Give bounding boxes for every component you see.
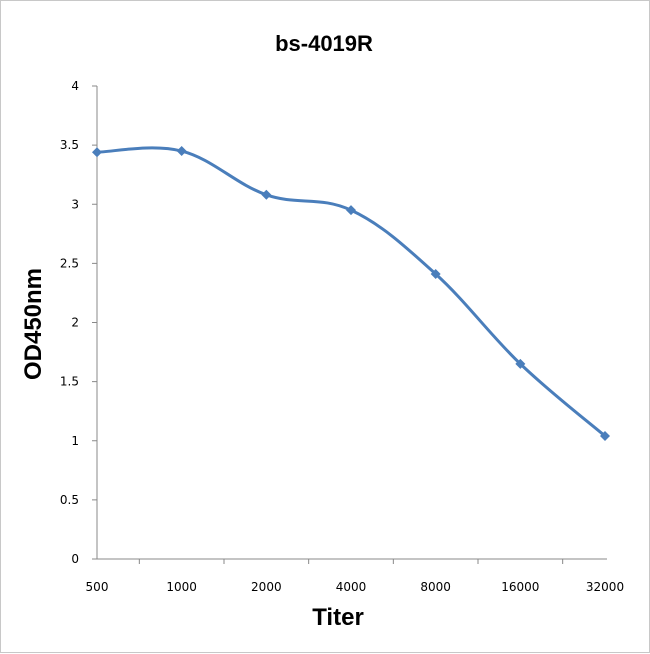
y-tick-label: 0 (71, 552, 79, 566)
x-tick-label: 2000 (251, 580, 282, 594)
chart-title: bs-4019R (275, 31, 373, 56)
x-tick-label: 4000 (336, 580, 367, 594)
data-point-marker (346, 205, 356, 216)
series-line (96, 146, 606, 438)
data-point-marker (430, 269, 441, 280)
x-tick-label: 8000 (420, 580, 451, 594)
data-point-marker (600, 431, 610, 442)
data-point-marker (261, 189, 272, 200)
x-tick-label: 500 (86, 580, 109, 594)
y-tick-label: 3.5 (60, 138, 79, 152)
x-tick-label: 32000 (586, 580, 624, 594)
x-tick-label: 1000 (166, 580, 197, 594)
y-tick-label: 2 (71, 316, 79, 330)
y-tick-label: 4 (71, 79, 79, 93)
y-tick-label: 0.5 (60, 493, 79, 507)
y-tick-label: 1 (71, 434, 79, 448)
data-point-marker (92, 147, 102, 158)
data-point-marker (176, 146, 187, 157)
data-point-marker (515, 358, 526, 369)
y-axis-label: OD450nm (20, 268, 47, 380)
y-tick-label: 2.5 (60, 256, 79, 270)
x-tick-label: 16000 (501, 580, 539, 594)
y-tick-label: 3 (71, 197, 79, 211)
x-axis-label: Titer (312, 604, 364, 631)
y-tick-label: 1.5 (60, 375, 79, 389)
